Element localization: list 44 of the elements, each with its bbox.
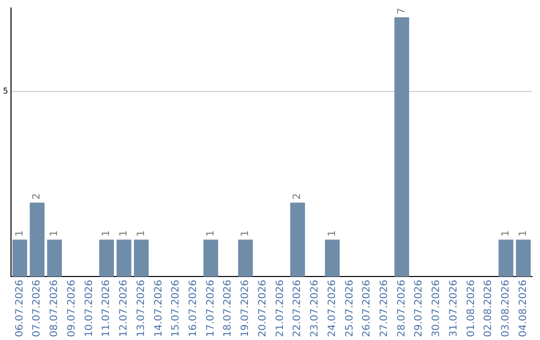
data-label: 1 xyxy=(136,230,147,237)
data-label: 1 xyxy=(500,230,512,237)
data-label: 1 xyxy=(205,230,216,237)
x-tick-label: 27.07.2026 xyxy=(379,280,390,338)
data-label: 1 xyxy=(240,230,252,237)
x-tick-label: 07.07.2026 xyxy=(32,280,43,338)
data-label: 1 xyxy=(101,230,112,237)
x-tick-label: 30.07.2026 xyxy=(431,280,442,338)
x-tick-label: 14.07.2026 xyxy=(153,280,164,338)
x-tick-label: 02.08.2026 xyxy=(483,280,494,338)
x-tick-label: 24.07.2026 xyxy=(326,280,338,338)
x-tick-label: 13.07.2026 xyxy=(136,280,147,338)
x-tick-label: 29.07.2026 xyxy=(414,280,425,338)
x-tick-label: 28.07.2026 xyxy=(396,280,408,338)
x-tick-label: 16.07.2026 xyxy=(188,280,199,338)
x-tick-label: 31.07.2026 xyxy=(448,280,460,338)
data-label: 2 xyxy=(292,193,304,200)
data-label: 7 xyxy=(396,8,408,14)
x-tick-label: 18.07.2026 xyxy=(222,280,234,338)
x-tick-label: 22.07.2026 xyxy=(292,280,304,338)
data-label: 1 xyxy=(118,230,130,237)
x-tick-label: 11.07.2026 xyxy=(101,280,112,338)
x-tick-label: 23.07.2026 xyxy=(310,280,321,338)
x-tick-label: 15.07.2026 xyxy=(170,280,182,338)
x-tick-label: 12.07.2026 xyxy=(118,280,130,338)
x-tick-label: 21.07.2026 xyxy=(274,280,286,338)
x-tick-label: 04.08.2026 xyxy=(518,280,529,338)
x-tick-label: 10.07.2026 xyxy=(84,280,95,338)
x-tick-label: 17.07.2026 xyxy=(205,280,216,338)
data-label: 1 xyxy=(49,230,60,237)
x-tick-label: 19.07.2026 xyxy=(240,280,252,338)
x-tick-label: 08.07.2026 xyxy=(49,280,60,338)
data-label: 1 xyxy=(326,230,338,237)
y-tick-label: 5 xyxy=(2,86,8,96)
x-tick-label: 26.07.2026 xyxy=(362,280,373,338)
x-tick-label: 20.07.2026 xyxy=(257,280,268,338)
x-tick-label: 25.07.2026 xyxy=(344,280,356,338)
x-tick-label: 01.08.2026 xyxy=(466,280,477,338)
x-tick-label: 06.07.2026 xyxy=(14,280,26,338)
x-tick-label: 09.07.2026 xyxy=(66,280,78,338)
x-tick-label: 03.08.2026 xyxy=(500,280,512,338)
data-label: 2 xyxy=(32,193,43,200)
data-label: 1 xyxy=(518,230,529,237)
data-label: 1 xyxy=(14,230,26,237)
